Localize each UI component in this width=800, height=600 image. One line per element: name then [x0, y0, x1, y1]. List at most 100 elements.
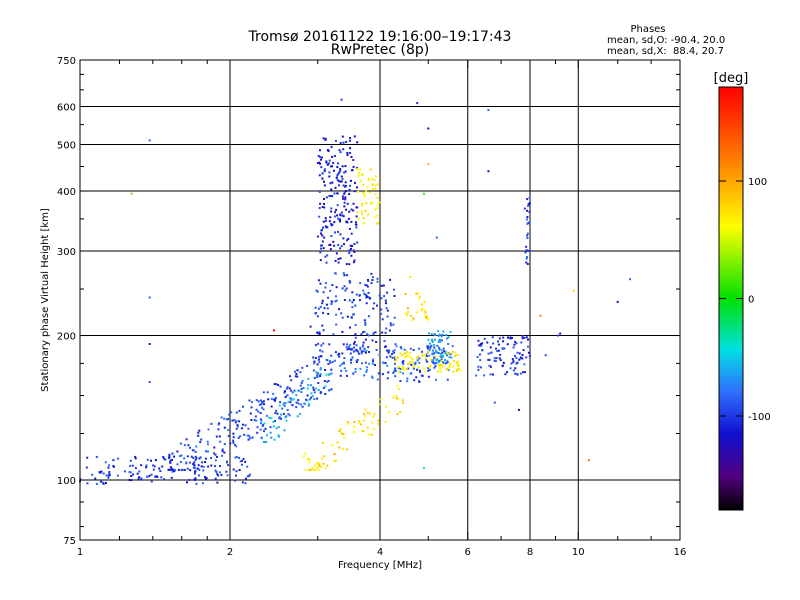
data-point: [407, 363, 409, 366]
data-point: [328, 389, 331, 392]
data-point: [330, 210, 333, 213]
data-point: [368, 362, 371, 365]
data-point: [448, 364, 451, 367]
data-point: [394, 357, 397, 359]
data-point: [337, 230, 339, 233]
data-point: [343, 299, 346, 301]
data-point: [235, 420, 238, 423]
data-point: [205, 450, 208, 453]
data-point: [274, 412, 277, 414]
data-point: [312, 356, 315, 359]
data-point: [522, 371, 525, 374]
data-point: [440, 354, 443, 357]
data-point: [331, 284, 334, 286]
data-point: [372, 188, 374, 190]
data-point: [316, 397, 318, 400]
data-point: [322, 247, 325, 250]
data-point: [307, 377, 310, 380]
data-point: [349, 281, 352, 284]
data-point: [339, 257, 342, 260]
data-point: [378, 294, 381, 297]
data-point: [326, 381, 329, 383]
data-point: [409, 352, 411, 355]
data-point: [341, 352, 344, 355]
data-point: [365, 371, 368, 373]
data-point: [338, 352, 341, 355]
data-point: [523, 363, 526, 366]
data-point: [301, 366, 304, 369]
data-point: [341, 287, 344, 290]
data-point: [342, 148, 345, 151]
data-point: [357, 190, 360, 193]
data-point: [199, 441, 202, 444]
data-point: [523, 336, 526, 339]
data-point: [323, 236, 326, 239]
data-point: [365, 349, 368, 352]
data-point: [265, 414, 268, 417]
data-point: [320, 244, 323, 247]
data-point: [219, 465, 221, 467]
data-point: [179, 461, 182, 463]
data-point: [347, 348, 350, 350]
data-point: [437, 334, 440, 337]
data-point: [148, 139, 151, 142]
data-point: [421, 354, 424, 357]
data-point: [340, 98, 343, 101]
data-point: [339, 428, 342, 431]
data-point: [353, 342, 355, 345]
data-point: [325, 261, 328, 264]
data-point: [331, 361, 334, 363]
data-point: [361, 204, 363, 207]
data-point: [235, 470, 238, 473]
data-point: [343, 362, 345, 365]
data-point: [218, 435, 221, 438]
data-point: [355, 361, 358, 363]
data-point: [443, 362, 445, 365]
data-point: [346, 274, 349, 277]
data-point: [399, 346, 402, 348]
data-point: [189, 469, 192, 472]
data-point: [263, 403, 265, 406]
data-point: [394, 375, 397, 378]
data-point: [401, 367, 404, 370]
data-point: [371, 279, 374, 282]
data-point: [325, 358, 328, 361]
data-point: [392, 323, 395, 326]
data-point: [329, 216, 332, 219]
data-point: [350, 156, 353, 158]
data-point: [440, 335, 443, 338]
data-point: [217, 423, 220, 426]
data-point: [322, 226, 324, 229]
data-point: [323, 170, 326, 172]
data-point: [326, 254, 329, 257]
data-point: [401, 399, 404, 402]
data-point: [348, 252, 351, 254]
data-point: [629, 278, 631, 281]
data-point: [301, 379, 304, 382]
data-point: [331, 444, 334, 446]
data-point: [439, 359, 442, 362]
data-point: [319, 305, 322, 308]
data-point: [385, 307, 388, 310]
data-point: [337, 261, 340, 264]
data-point: [260, 422, 262, 425]
data-point: [320, 166, 323, 169]
data-point: [380, 284, 383, 287]
data-point: [410, 315, 413, 317]
data-point: [283, 412, 285, 415]
data-point: [364, 351, 367, 354]
data-point: [288, 387, 291, 390]
data-point: [267, 398, 270, 401]
data-point: [457, 367, 460, 370]
data-point: [319, 349, 322, 352]
data-point: [318, 358, 320, 361]
x-axis-label: Frequency [MHz]: [338, 560, 422, 571]
data-point: [336, 179, 339, 182]
data-point: [167, 468, 170, 471]
data-point: [528, 249, 531, 252]
data-point: [524, 371, 526, 374]
data-point: [215, 435, 218, 438]
data-point: [186, 481, 188, 484]
data-point: [452, 370, 455, 373]
data-point: [248, 473, 251, 476]
